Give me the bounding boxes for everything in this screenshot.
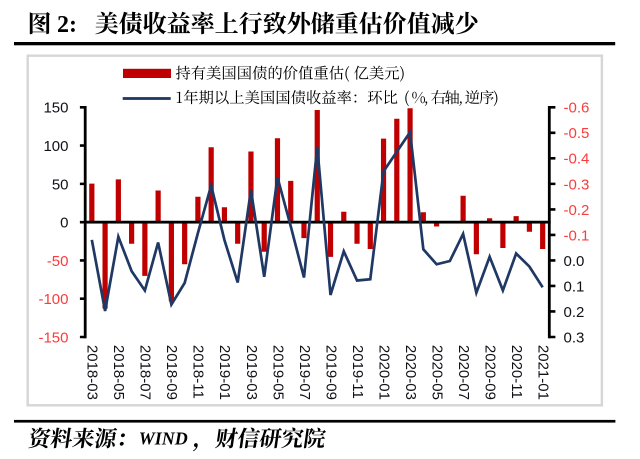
svg-text:2020-09: 2020-09 (481, 345, 498, 400)
svg-text:2018-11: 2018-11 (190, 345, 207, 399)
svg-text:0.1: 0.1 (564, 278, 585, 295)
svg-text:WIND: WIND (139, 429, 188, 449)
svg-text:2020-03: 2020-03 (402, 345, 419, 400)
svg-text:50: 50 (52, 176, 69, 193)
svg-text:2020-11: 2020-11 (508, 345, 525, 399)
svg-text:2019-09: 2019-09 (322, 345, 339, 400)
svg-text:-0.1: -0.1 (564, 227, 590, 244)
svg-text:2019-05: 2019-05 (269, 345, 286, 400)
svg-text:2019-11: 2019-11 (349, 345, 366, 399)
svg-text:2018-09: 2018-09 (163, 345, 180, 400)
svg-text:-0.5: -0.5 (564, 125, 590, 142)
svg-text:-150: -150 (38, 329, 68, 346)
svg-text:2019-01: 2019-01 (216, 345, 233, 400)
svg-text:0.3: 0.3 (564, 329, 585, 346)
svg-text:100: 100 (43, 138, 68, 155)
svg-text:2019-03: 2019-03 (243, 345, 260, 400)
svg-text:150: 150 (43, 100, 68, 117)
svg-text:0.0: 0.0 (564, 253, 585, 270)
svg-text:0.2: 0.2 (564, 304, 585, 321)
svg-text:-100: -100 (38, 291, 68, 308)
svg-text:2020-01: 2020-01 (375, 345, 392, 400)
svg-text:2018-03: 2018-03 (84, 345, 101, 400)
svg-text:-0.3: -0.3 (564, 176, 590, 193)
svg-text:0: 0 (60, 215, 68, 232)
svg-text:-0.4: -0.4 (564, 151, 590, 168)
svg-text:-0.2: -0.2 (564, 202, 590, 219)
svg-text:2018-07: 2018-07 (137, 345, 154, 400)
svg-text:-50: -50 (47, 253, 69, 270)
svg-text:2020-05: 2020-05 (428, 345, 445, 400)
svg-text:2021-01: 2021-01 (534, 345, 551, 400)
svg-text:2020-07: 2020-07 (455, 345, 472, 400)
svg-text:2019-07: 2019-07 (296, 345, 313, 400)
svg-text:2:: 2: (57, 12, 77, 38)
svg-text:2018-05: 2018-05 (110, 345, 127, 400)
svg-text:-0.6: -0.6 (564, 100, 590, 117)
